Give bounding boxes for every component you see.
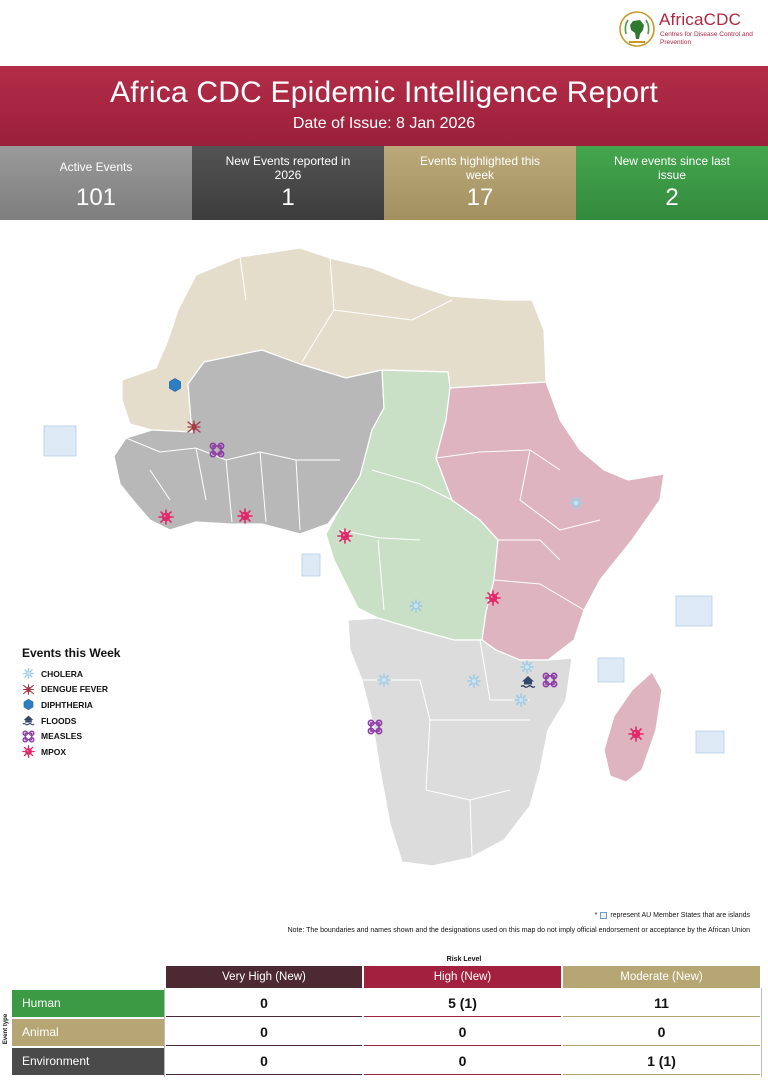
mpox-marker [485,590,501,606]
africa-map [43,247,725,867]
stat-label: Active Events [59,160,133,174]
table-cell: 0 [166,1019,362,1046]
table-cell: 0 [364,1019,561,1046]
africa-cdc-logo: AfricaCDC Centres for Disease Control an… [618,8,758,50]
mpox-marker [628,726,644,742]
island-markers [43,425,725,754]
row-label-environment: Environment [12,1048,164,1075]
cholera-marker [569,496,583,510]
risk-level-title: Risk Level [446,956,482,963]
stat-active-events: Active Events 101 [0,146,192,220]
cholera-icon [22,668,35,680]
floods-icon [22,715,35,726]
cholera-marker [409,599,423,613]
legend-item-cholera: CHOLERA [22,666,182,682]
stat-label: Events highlighted this week [419,154,541,182]
stat-value: 17 [466,184,494,211]
legend-label: MEASLES [41,731,83,742]
legend-label: FLOODS [41,715,77,726]
island-square-icon [600,912,608,919]
stat-new-events-2026: New Events reported in 2026 1 [192,146,384,220]
issue-date: Date of Issue: 8 Jan 2026 [292,115,476,132]
cholera-marker [514,693,528,707]
row-label-human: Human [12,990,164,1017]
stat-label: New events since last issue [613,154,731,182]
island-cabo-verde [43,425,77,457]
table-cell: 1 (1) [563,1048,760,1075]
report-title: Africa CDC Epidemic Intelligence Report [109,76,659,109]
legend-label: DIPHTHERIA [41,699,93,710]
stat-value: 2 [665,184,679,211]
mpox-icon [22,745,35,759]
islands-note-prefix: * [594,912,598,919]
island-comoros [597,657,625,683]
cholera-marker [520,660,534,674]
row-label-animal: Animal [12,1019,164,1046]
region-madagascar [603,671,663,783]
legend-item-dengue-fever: DENGUE FEVER [22,682,182,698]
stat-value: 1 [281,184,295,211]
table-cell: 11 [563,990,760,1017]
risk-column-moderate: Moderate (New) [563,966,760,988]
region-west-africa [113,349,385,535]
diphtheria-icon [23,699,34,711]
legend-item-diphtheria: DIPHTHERIA [22,697,182,713]
measles-icon [22,730,35,743]
legend-label: MPOX [41,746,67,757]
table-cell: 0 [364,1048,561,1075]
risk-column-high: High (New) [364,966,561,988]
risk-table-frame [164,988,762,1077]
stat-label: New Events reported in 2026 [225,154,351,182]
table-cell: 0 [166,990,362,1017]
table-cell: 5 (1) [364,990,561,1017]
cholera-marker [377,673,391,687]
dengue-icon [23,683,34,695]
dengue-marker [187,420,201,434]
legend-item-mpox: MPOX [22,744,182,760]
table-cell: 0 [166,1048,362,1075]
legend-item-measles: MEASLES [22,728,182,744]
islands-note-text: represent AU Member States that are isla… [610,912,750,919]
logo-tagline: Centres for Disease Control and Preventi… [660,31,753,46]
cholera-marker [467,674,481,688]
event-type-axis-label: Event type [3,1013,10,1045]
legend-label: CHOLERA [41,668,84,679]
mpox-marker [237,508,253,524]
legend-item-floods: FLOODS [22,713,182,729]
logo-name: AfricaCDC [659,10,742,29]
island-mauritius [695,730,725,754]
island-seychelles [675,595,713,627]
risk-column-very-high: Very High (New) [166,966,362,988]
legend-title: Events this Week [22,646,121,660]
island-sao-tome [301,553,321,577]
title-banner: Africa CDC Epidemic Intelligence Report … [0,66,768,146]
islands-note: * represent AU Member States that are is… [595,912,750,919]
mpox-marker [337,528,353,544]
stat-highlighted-events: Events highlighted this week 17 [384,146,576,220]
disclaimer-note: Note: The boundaries and names shown and… [287,927,750,934]
map-legend: Events this Week CHOLERA DENGUE FEVER DI… [22,646,182,760]
legend-label: DENGUE FEVER [41,684,109,695]
stat-value: 101 [75,184,117,211]
africa-cdc-emblem-icon [619,11,655,47]
table-cell: 0 [563,1019,760,1046]
stat-new-since-last-issue: New events since last issue 2 [576,146,768,220]
mpox-marker [158,509,174,525]
stats-bar: Active Events 101 New Events reported in… [0,146,768,220]
